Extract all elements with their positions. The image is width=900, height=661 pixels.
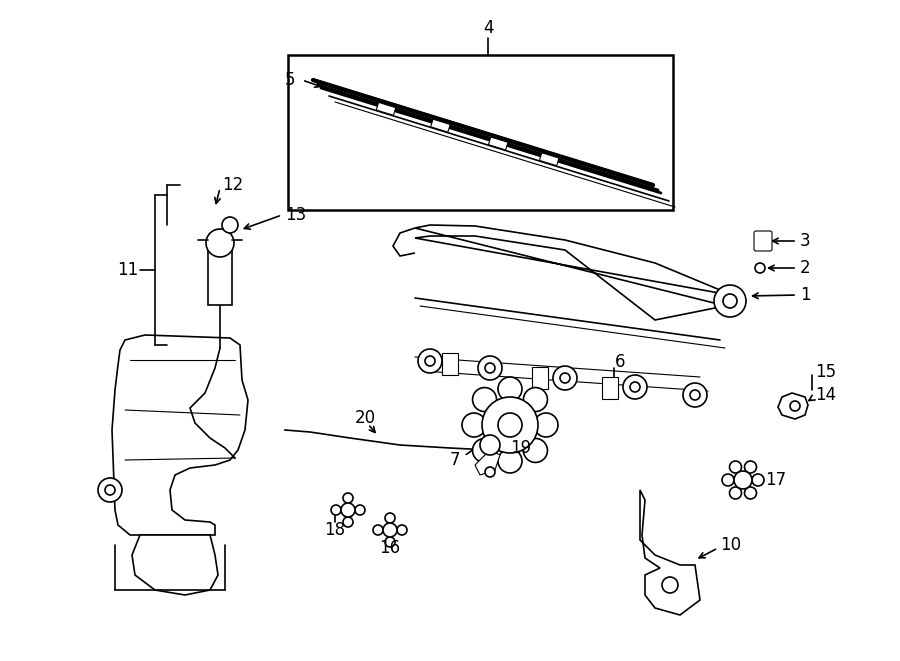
Polygon shape [539,153,559,166]
Circle shape [462,413,486,437]
Text: 16: 16 [380,539,400,557]
Circle shape [331,505,341,515]
Circle shape [222,217,238,233]
Circle shape [714,285,746,317]
Polygon shape [475,450,500,475]
Circle shape [524,387,547,412]
Circle shape [755,263,765,273]
Bar [532,367,548,389]
Circle shape [478,356,502,380]
Bar [442,353,458,375]
Circle shape [425,356,435,366]
Circle shape [485,363,495,373]
Text: 18: 18 [324,521,346,539]
Circle shape [534,413,558,437]
Circle shape [498,377,522,401]
Text: 10: 10 [720,536,741,554]
Polygon shape [415,225,730,320]
Circle shape [343,517,353,527]
Circle shape [98,478,122,502]
Polygon shape [778,393,808,419]
Circle shape [752,474,764,486]
Text: 6: 6 [615,353,626,371]
Bar [208,245,232,305]
Circle shape [341,503,355,517]
Polygon shape [640,490,700,615]
Circle shape [734,471,752,489]
Text: 2: 2 [800,259,811,277]
Circle shape [383,523,397,537]
Circle shape [206,229,234,257]
Circle shape [553,366,577,390]
Text: 5: 5 [284,71,295,89]
Text: 1: 1 [800,286,811,304]
Bar [288,55,673,210]
Circle shape [343,493,353,503]
Circle shape [105,485,115,495]
Circle shape [485,467,495,477]
Text: 12: 12 [222,176,243,194]
Polygon shape [430,119,450,132]
Text: 11: 11 [117,261,138,279]
Text: 20: 20 [355,409,375,427]
Circle shape [418,349,442,373]
Circle shape [560,373,570,383]
Circle shape [623,375,647,399]
Circle shape [498,413,522,437]
Circle shape [385,537,395,547]
Circle shape [690,390,700,400]
Circle shape [472,438,497,463]
Circle shape [683,383,707,407]
Circle shape [498,449,522,473]
FancyBboxPatch shape [754,231,772,251]
Circle shape [723,294,737,308]
Polygon shape [132,535,218,595]
Circle shape [730,487,742,499]
Circle shape [662,577,678,593]
Circle shape [630,382,640,392]
Bar [602,377,618,399]
Circle shape [790,401,800,411]
Polygon shape [489,137,508,150]
Circle shape [373,525,383,535]
Circle shape [355,505,365,515]
Polygon shape [112,335,248,535]
Text: 19: 19 [510,439,531,457]
Text: 15: 15 [815,363,836,381]
Circle shape [385,513,395,523]
Text: 17: 17 [765,471,786,489]
Circle shape [524,438,547,463]
Circle shape [480,435,500,455]
Text: 3: 3 [800,232,811,250]
Circle shape [397,525,407,535]
Text: 7: 7 [449,451,460,469]
Circle shape [744,487,757,499]
Text: 13: 13 [285,206,306,224]
Circle shape [744,461,757,473]
Circle shape [730,461,742,473]
Polygon shape [376,102,396,115]
Text: 4: 4 [482,19,493,37]
Text: 14: 14 [815,386,836,404]
Circle shape [722,474,734,486]
Circle shape [472,387,497,412]
Circle shape [482,397,538,453]
